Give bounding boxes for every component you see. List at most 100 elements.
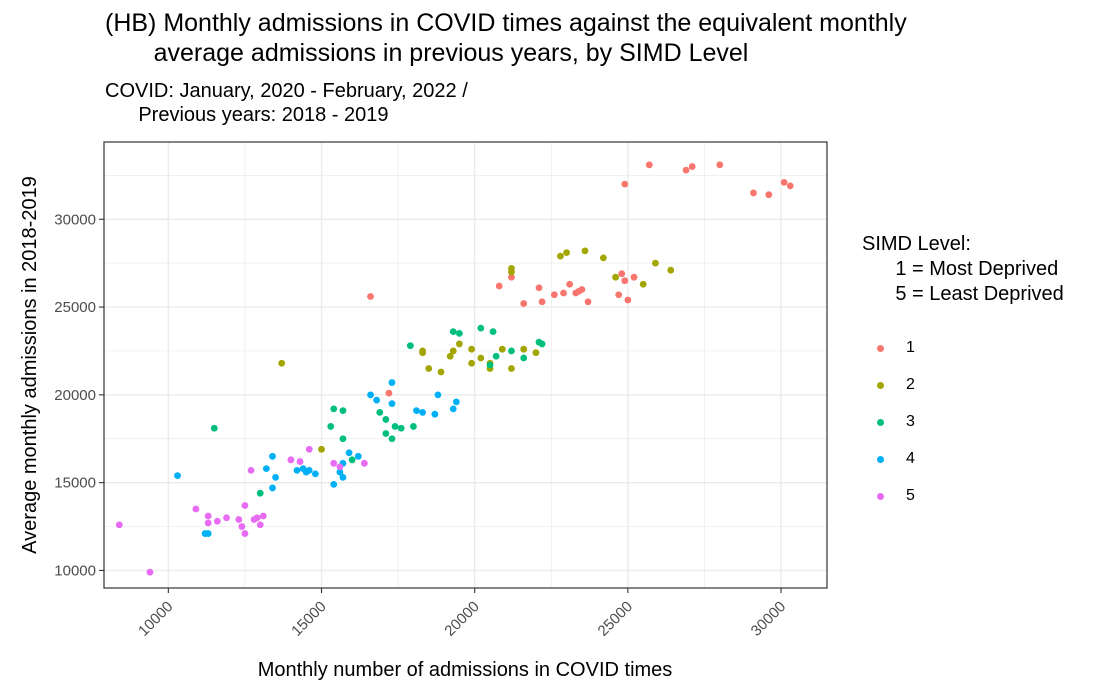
data-point-simd-1 [566,280,574,288]
data-point-simd-4 [305,466,313,474]
data-point-simd-1 [786,182,794,190]
data-point-simd-5 [204,519,212,527]
data-point-simd-3 [382,416,390,423]
legend-item-5: 5 [862,477,1064,514]
data-point-simd-2 [498,345,506,353]
data-point-simd-1 [495,282,503,290]
data-point-simd-4 [449,405,457,413]
data-point-simd-2 [477,354,485,362]
data-point-simd-2 [419,349,427,357]
minor-gridlines [104,142,827,588]
data-point-simd-4 [262,465,270,472]
data-point-simd-3 [486,361,494,369]
legend-key-1 [866,337,894,359]
legend-item-4: 4 [862,440,1064,477]
data-point-simd-1 [550,291,558,299]
data-point-simd-1 [750,189,757,197]
data-point-simd-3 [508,347,515,355]
data-point-simd-2 [532,349,540,357]
x-tick-label: 20000 [441,598,483,640]
data-point-simd-3 [538,340,546,348]
legend-label-1: 1 [906,338,915,356]
legend-label-2: 2 [906,375,915,393]
data-point-simd-2 [599,254,607,262]
legend-label-3: 3 [906,412,915,430]
data-point-simd-1 [630,273,638,281]
data-point-simd-4 [269,484,276,492]
data-point-simd-4 [413,407,420,415]
data-point-simd-4 [388,400,396,408]
data-point-simd-2 [278,359,286,367]
chart-title: (HB) Monthly admissions in COVID times a… [105,9,907,67]
data-point-simd-2 [455,340,463,348]
data-point-simd-1 [367,293,374,300]
data-point-simd-2 [508,365,515,372]
data-point-simd-5 [115,521,123,529]
data-point-simd-2 [639,280,647,288]
data-point-simd-5 [330,459,338,467]
data-point-simd-4 [293,466,301,474]
x-tick-label: 25000 [595,598,637,640]
data-point-simd-4 [354,452,362,460]
legend-dot-icon [877,455,884,463]
y-axis: 10000 15000 20000 25000 30000 [54,211,104,579]
data-point-simd-2 [667,266,675,274]
data-point-simd-1 [645,161,653,169]
legend-key-4 [866,448,894,470]
data-point-simd-3 [449,328,457,336]
x-tick-label: 30000 [748,598,790,640]
data-point-simd-1 [538,298,546,306]
data-point-simd-4 [336,468,344,476]
data-point-simd-1 [508,273,515,281]
data-point-simd-3 [406,342,414,350]
chart-subtitle: COVID: January, 2020 - February, 2022 / … [105,80,468,126]
major-gridlines [104,142,827,588]
legend-key-2 [866,374,894,396]
data-point-simd-3 [330,405,338,413]
data-point-simd-5 [146,568,154,576]
data-point-simd-4 [367,391,374,399]
data-point-simd-1 [765,191,773,199]
data-point-simd-1 [535,284,543,292]
data-point-simd-1 [621,277,629,285]
data-point-simd-2 [446,352,454,360]
legend-dot-icon [877,381,884,389]
data-point-simd-4 [272,473,279,481]
data-point-simd-4 [431,410,439,418]
data-point-simd-3 [391,423,399,430]
y-axis-title: Average monthly admissions in 2018-2019 [19,176,41,554]
legend-item-3: 3 [862,403,1064,440]
y-tick-label: 15000 [54,475,96,492]
data-point-simd-5 [305,445,313,453]
legend-dot-icon [877,492,884,500]
data-point-simd-1 [615,291,623,299]
data-point-simd-4 [339,473,347,481]
data-point-simd-5 [213,517,221,525]
data-point-simd-1 [682,166,690,174]
data-point-simd-3 [455,329,463,337]
data-point-simd-1 [688,163,696,170]
data-point-simd-3 [477,324,485,332]
data-point-simd-1 [520,300,528,307]
data-point-simd-4 [204,530,212,537]
y-tick-label: 10000 [54,562,96,579]
data-point-simd-3 [339,407,347,415]
legend-items: 1 2 3 4 5 [862,329,1064,514]
data-point-simd-4 [330,481,338,488]
plot-background [104,142,827,588]
legend-title: SIMD Level: 1 = Most Deprived 5 = Least … [862,233,1064,305]
data-point-simd-2 [437,368,445,376]
data-point-simd-1 [716,161,724,169]
legend-item-2: 2 [862,366,1064,403]
data-point-simd-4 [373,396,381,404]
data-point-simd-1 [578,286,586,293]
data-point-simd-1 [780,178,788,186]
data-point-simd-3 [339,435,347,443]
data-point-simd-5 [336,463,344,471]
legend-dot-icon [877,344,884,352]
data-point-simd-5 [287,456,295,464]
data-point-simd-1 [618,270,626,278]
data-point-simd-4 [311,470,319,478]
data-point-simd-5 [192,505,200,513]
data-point-simd-2 [581,247,589,255]
